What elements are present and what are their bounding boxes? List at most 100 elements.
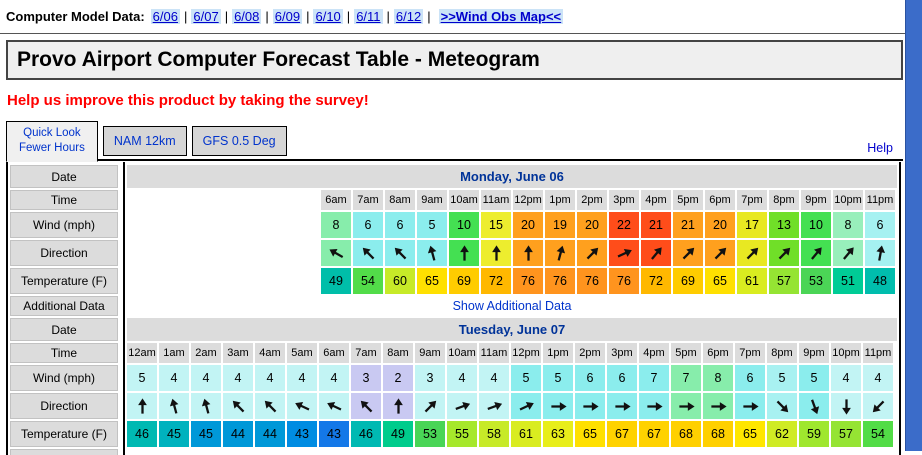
wind-direction-arrow (264, 400, 276, 412)
wind-direction-arrow (776, 400, 788, 412)
day-header-monday: Monday, June 06 (127, 165, 897, 188)
wind-direction-cell (865, 240, 895, 266)
time-cell: 3pm (607, 343, 637, 363)
tab-quick-look-line1: Quick Look (23, 126, 81, 139)
temperature-cell: 49 (321, 268, 351, 294)
wind-speed-cell: 4 (223, 365, 253, 391)
wind-speed-cell: 3 (415, 365, 445, 391)
wind-speed-cell: 2 (383, 365, 413, 391)
wind-speed-cell: 8 (833, 212, 863, 238)
day-header-tuesday: Tuesday, June 07 (127, 318, 897, 341)
wind-direction-cell (351, 393, 381, 419)
wind-direction-cell (545, 240, 575, 266)
wind-direction-arrow (459, 244, 469, 261)
time-cell: 11pm (865, 190, 895, 210)
wind-speed-cell: 5 (127, 365, 157, 391)
wind-direction-arrow (360, 400, 372, 412)
temperature-cell: 44 (255, 421, 285, 447)
model-date-link-6-07[interactable]: 6/07 (191, 9, 221, 24)
wind-direction-arrow (586, 247, 598, 259)
temperature-cell: 46 (351, 421, 381, 447)
temperature-cell: 60 (385, 268, 415, 294)
wind-direction-cell (575, 393, 605, 419)
wind-speed-cell: 6 (385, 212, 415, 238)
time-cell: 11am (479, 343, 509, 363)
wind-direction-cell (481, 240, 511, 266)
wind-direction-arrow (329, 248, 343, 258)
divider (899, 162, 901, 455)
wind-direction-arrow (682, 247, 694, 259)
row-label-direction: Direction (10, 240, 118, 266)
temperature-cell: 58 (479, 421, 509, 447)
time-cell: 10pm (831, 343, 861, 363)
wind-direction-arrow (810, 246, 822, 260)
temperature-cell: 48 (865, 268, 895, 294)
wind-direction-arrow (710, 401, 727, 411)
wind-direction-arrow (875, 245, 885, 261)
time-cell: 1pm (545, 190, 575, 210)
temperature-cell: 59 (799, 421, 829, 447)
wind-direction-arrow (778, 247, 790, 259)
wind-speed-cell: 10 (449, 212, 479, 238)
temperature-cell: 62 (767, 421, 797, 447)
wind-speed-cell: 4 (159, 365, 189, 391)
model-date-link-6-11[interactable]: 6/11 (354, 9, 383, 24)
wind-speed-cell: 20 (705, 212, 735, 238)
time-cell: 12am (127, 343, 157, 363)
row-label-direction: Direction (10, 393, 118, 419)
time-cell: 12pm (511, 343, 541, 363)
temperature-cell: 46 (127, 421, 157, 447)
time-cell: 6am (319, 343, 349, 363)
temperature-cell: 68 (703, 421, 733, 447)
tab-quick-look[interactable]: Quick Look Fewer Hours (6, 120, 98, 162)
model-date-link-6-12[interactable]: 6/12 (393, 9, 424, 24)
wind-direction-cell (767, 393, 797, 419)
help-link[interactable]: Help (867, 141, 893, 155)
wind-direction-arrow (841, 398, 851, 415)
time-cell: 7am (353, 190, 383, 210)
wind-speed-cell: 5 (543, 365, 573, 391)
show-additional-data-link[interactable]: Show Additional Data (452, 299, 572, 313)
wind-direction-arrow (582, 401, 599, 411)
model-date-link-6-10[interactable]: 6/10 (313, 9, 343, 24)
temperature-cell: 72 (641, 268, 671, 294)
scrollbar[interactable] (905, 0, 922, 451)
model-date-link-6-09[interactable]: 6/09 (272, 9, 303, 24)
wind-direction-arrow (394, 247, 406, 259)
tab-quick-look-line2: Fewer Hours (19, 142, 85, 155)
separator: | (427, 9, 431, 24)
temperature-cell: 76 (513, 268, 543, 294)
temperature-cell: 69 (673, 268, 703, 294)
row-label-date: Date (10, 318, 118, 341)
wind-speed-cell: 6 (865, 212, 895, 238)
time-cell: 5pm (671, 343, 701, 363)
time-cell: 7pm (735, 343, 765, 363)
wind-direction-arrow (294, 401, 309, 411)
temperature-cell: 51 (833, 268, 863, 294)
row-label-time: Time (10, 343, 118, 363)
wind-direction-arrow (678, 401, 695, 411)
page-title: Provo Airport Computer Forecast Table - … (6, 40, 903, 80)
wind-direction-cell (383, 393, 413, 419)
wind-speed-cell: 17 (737, 212, 767, 238)
wind-direction-cell (769, 240, 799, 266)
time-cell: 4am (255, 343, 285, 363)
wind-direction-arrow (523, 244, 533, 261)
wind-speed-cell: 5 (767, 365, 797, 391)
divider (0, 33, 922, 34)
wind-speed-cell: 4 (287, 365, 317, 391)
wind-obs-map-link[interactable]: >>Wind Obs Map<< (438, 9, 564, 24)
wind-direction-cell (479, 393, 509, 419)
temperature-cell: 57 (831, 421, 861, 447)
wind-speed-cell: 7 (671, 365, 701, 391)
model-links: 6/06 | 6/07 | 6/08 | 6/09 | 6/10 | 6/11 | 6/12 | >>Win… (150, 9, 564, 24)
temperature-cell: 65 (575, 421, 605, 447)
tab-nam-12km[interactable]: NAM 12km (102, 126, 187, 156)
model-date-link-6-06[interactable]: 6/06 (150, 9, 180, 24)
wind-direction-cell (417, 240, 447, 266)
wind-direction-arrow (137, 397, 147, 414)
wind-speed-cell: 6 (607, 365, 637, 391)
wind-direction-arrow (393, 397, 403, 414)
tab-gfs-05deg[interactable]: GFS 0.5 Deg (191, 126, 287, 156)
model-date-link-6-08[interactable]: 6/08 (232, 9, 262, 24)
